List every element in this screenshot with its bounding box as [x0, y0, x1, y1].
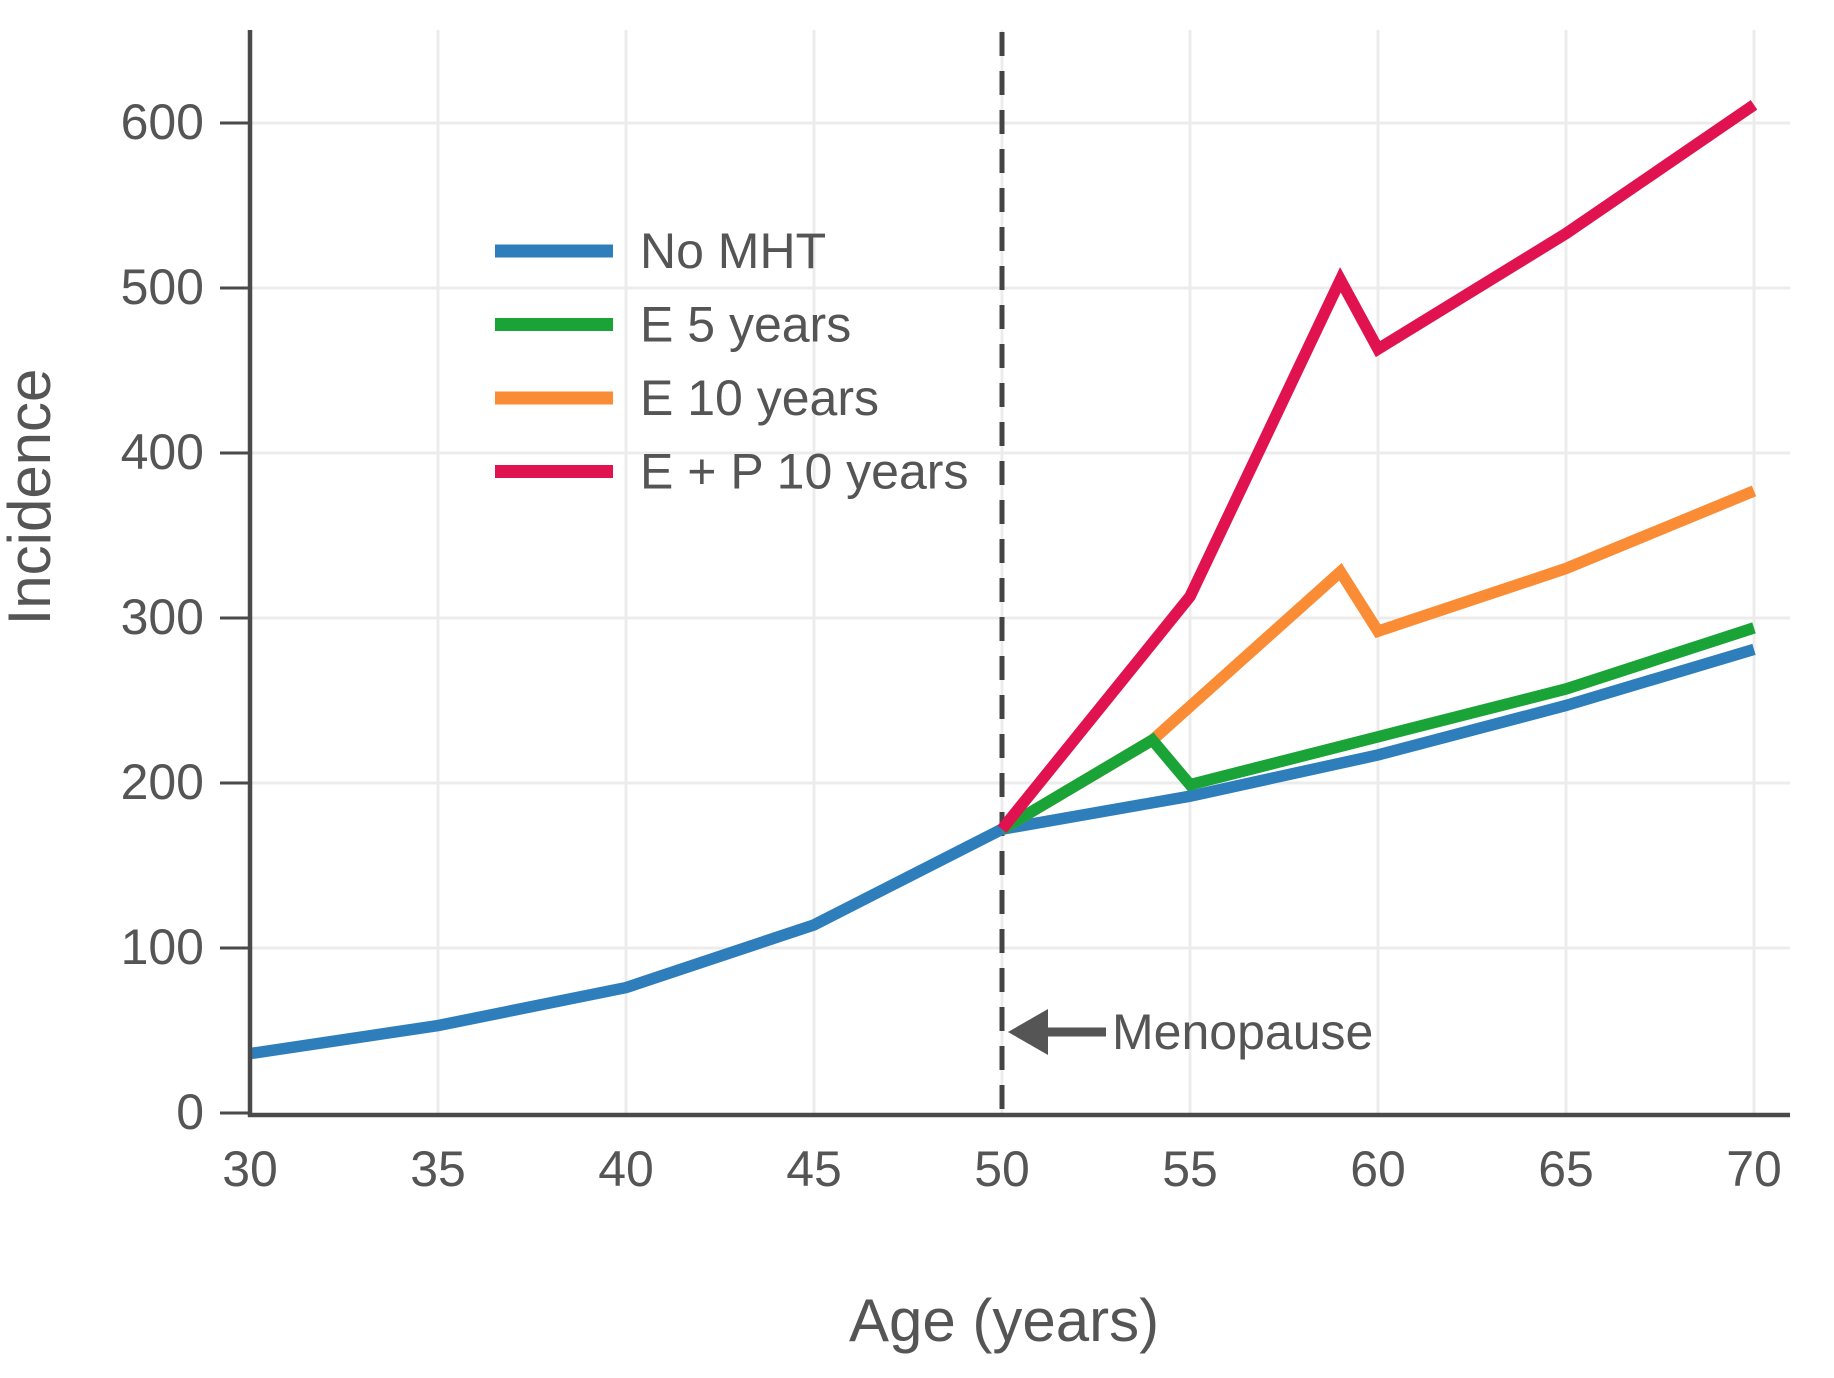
legend-label-no-mht: No MHT: [640, 223, 826, 279]
chart-legend: No MHT E 5 years E 10 years E + P 10 years: [495, 223, 968, 500]
legend-item-e-p-10-years: E + P 10 years: [495, 444, 968, 500]
left-arrow-icon: [1008, 1009, 1048, 1055]
legend-item-no-mht: No MHT: [495, 223, 826, 279]
y-tick-label: 0: [176, 1084, 204, 1140]
legend-swatch-e-p-10-years: [495, 465, 613, 478]
x-tick-label: 30: [222, 1141, 278, 1197]
legend-item-e-5-years: E 5 years: [495, 297, 851, 353]
legend-swatch-no-mht: [495, 244, 613, 258]
y-axis-title: Incidence: [0, 369, 63, 626]
x-axis-title: Age (years): [849, 1287, 1159, 1354]
y-tick-label: 400: [121, 424, 204, 480]
y-tick-label: 300: [121, 589, 204, 645]
grid-layer: [250, 30, 1790, 1115]
arrow-shaft: [1040, 1027, 1106, 1037]
menopause-label: Menopause: [1112, 1004, 1373, 1060]
legend-swatch-e-10-years: [495, 391, 613, 405]
legend-item-e-10-years: E 10 years: [495, 370, 879, 426]
x-tick-label: 40: [598, 1141, 654, 1197]
series-line-e-p-10-years: [997, 100, 1758, 833]
y-tick-label: 200: [121, 754, 204, 810]
series-layer: [249, 100, 1758, 1060]
axis-layer: [247, 30, 1790, 1118]
menopause-annotation: Menopause: [1008, 1004, 1373, 1060]
legend-label-e-p-10-years: E + P 10 years: [640, 444, 968, 500]
y-tick-label: 100: [121, 919, 204, 975]
x-tick-label: 70: [1726, 1141, 1782, 1197]
x-tick-label: 65: [1538, 1141, 1594, 1197]
series-line-e-5-years: [999, 622, 1756, 835]
x-tick-label: 60: [1350, 1141, 1406, 1197]
x-tick-label: 50: [974, 1141, 1030, 1197]
legend-swatch-e-5-years: [495, 318, 613, 331]
y-tick-label: 600: [121, 94, 204, 150]
x-tick-label: 55: [1162, 1141, 1218, 1197]
x-tick-label: 45: [786, 1141, 842, 1197]
y-tick-label: 500: [121, 259, 204, 315]
legend-label-e-10-years: E 10 years: [640, 370, 879, 426]
tick-layer: 0 100 200 300 400 500 600 30 35 40 45 50 55 60 65 70: [121, 94, 1782, 1197]
x-tick-label: 35: [410, 1141, 466, 1197]
legend-label-e-5-years: E 5 years: [640, 297, 851, 353]
